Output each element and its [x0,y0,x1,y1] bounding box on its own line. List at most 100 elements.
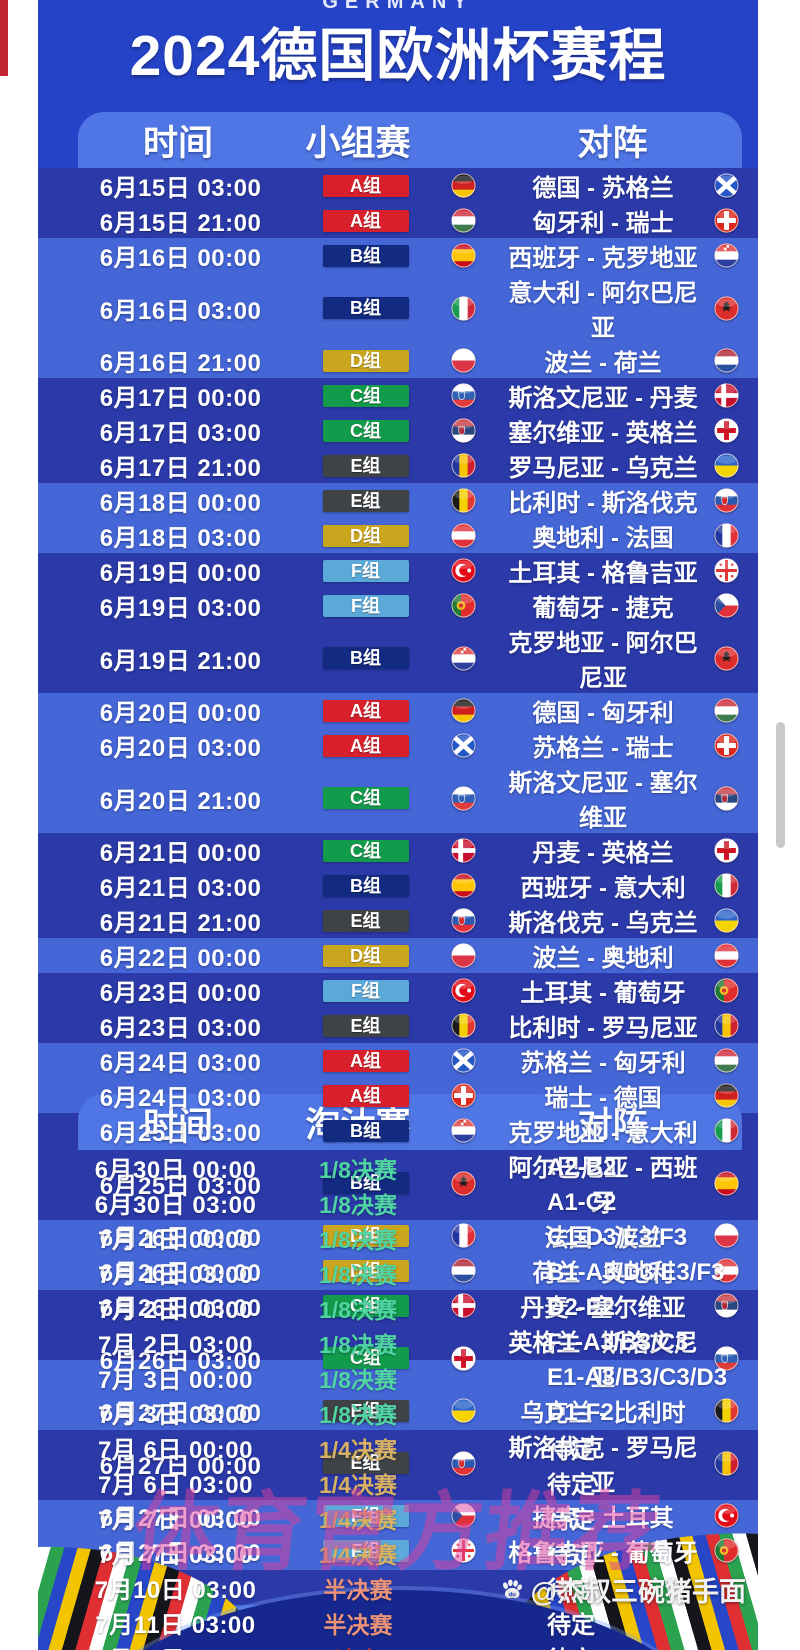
match-datetime: 6月27日 03:00 [99,1505,262,1532]
away-team-flag-icon [698,488,754,513]
group-badge: B组 [322,297,409,319]
group-badge: B组 [322,1119,409,1142]
group-badge: C组 [322,839,409,862]
knockout-match-row: 7月 7日 03:00 1/4决赛 待定 [38,1535,758,1570]
group-badge: E组 [322,454,409,477]
away-team-flag-icon [698,523,754,548]
group-badge: C组 [322,1347,409,1369]
match-datetime: 6月21日 03:00 [99,875,262,902]
home-team-flag-icon [418,1503,508,1528]
group-badge: C组 [322,419,409,442]
away-team-flag-icon [698,978,754,1003]
home-team-flag-icon [418,645,508,671]
baidu-paw-icon: du [499,1577,525,1603]
matchup-code: F1-A3/B3/C3 [547,1328,689,1356]
home-team-flag-icon [418,698,508,723]
match-datetime: 6月26日 03:00 [99,1295,262,1322]
away-team-flag-icon [698,593,754,618]
matchup-label: 荷兰 - 奥地利 [532,1260,674,1287]
group-badge: A组 [322,1049,409,1072]
away-team-flag-icon [698,418,754,443]
group-match-row: 6月19日 21:00 B组 克罗地亚 - 阿尔巴尼亚 [38,623,758,693]
group-badge: F组 [322,594,409,617]
matchup-label: 土耳其 - 葡萄牙 [520,980,686,1007]
knockout-match-row: 7月 3日 03:00 1/8决赛 D1-F2 [38,1395,758,1430]
scrollbar-thumb[interactable] [776,722,785,848]
group-badge: E组 [322,909,409,932]
away-team-flag-icon [698,1013,754,1038]
col-header-matchup: 对阵 [577,1105,648,1145]
group-match-row: 6月24日 03:00 A组 苏格兰 - 匈牙利 [38,1043,758,1078]
svg-text:du: du [508,1592,516,1598]
stage-label: 1/8决赛 [319,1366,397,1393]
stage-label: 1/4决赛 [319,1506,397,1533]
group-match-row: 6月18日 03:00 D组 奥地利 - 法国 [38,518,758,553]
home-team-flag-icon [418,1450,508,1476]
match-datetime: 7月 1日 00:00 [98,1227,253,1254]
matchup-code: B1-A3/D3/E3/F3 [547,1258,725,1286]
match-datetime: 7月15日 03:00 [48,1640,303,1650]
matchup-code: 待定 [547,1542,595,1569]
group-match-row: 6月16日 00:00 B组 西班牙 - 克罗地亚 [38,238,758,273]
matchup-label: 克罗地亚 - 阿尔巴尼亚 [508,630,698,692]
home-team-flag-icon [418,873,508,898]
matchup-code: C1-D3/E3/F3 [547,1223,688,1251]
home-team-flag-icon [418,418,508,443]
group-match-row: 6月19日 00:00 F组 土耳其 - 格鲁吉亚 [38,553,758,588]
col-header-group: 小组赛 [305,123,411,163]
matchup-label: 克罗地亚 - 意大利 [508,1120,698,1147]
match-datetime: 6月27日 00:00 [99,1400,262,1427]
match-datetime: 6月17日 00:00 [99,385,262,412]
knockout-match-row: 7月10日 03:00 半决赛 待定 [38,1570,758,1605]
match-datetime: 7月10日 03:00 [94,1577,257,1604]
home-team-flag-icon [418,733,508,758]
group-badge: D组 [322,1259,409,1282]
away-team-flag-icon [698,453,754,478]
col-header-time: 时间 [142,1105,213,1145]
away-team-flag-icon [698,733,754,758]
knockout-match-list: 6月30日 00:00 1/8决赛 A2-B2 6月30日 03:00 1/8决赛 A1-… [38,1150,758,1650]
stage-label: 1/4决赛 [319,1471,397,1498]
home-team-flag-icon [418,908,508,933]
match-datetime: 6月18日 00:00 [99,490,262,517]
stage-label: 半决赛 [323,1611,393,1638]
matchup-code: D1-F2 [547,1398,614,1426]
away-team-flag-icon [698,873,754,898]
watermark-text: 体育官方推荐 [128,1485,667,1581]
country-label: GERMANY [322,0,474,13]
group-badge: D组 [322,524,409,547]
stage-label: 1/8决赛 [319,1156,397,1183]
matchup-label: 丹麦 - 英格兰 [532,840,674,867]
knockout-match-row: 7月 1日 03:00 1/8决赛 B1-A3/D3/E3/F3 [38,1255,758,1290]
group-match-row: 6月23日 00:00 F组 土耳其 - 葡萄牙 [38,973,758,1008]
away-team-flag-icon [698,1083,754,1108]
knockout-table-header: 时间 淘汰赛 对阵 [78,1094,742,1150]
away-team-flag-icon [698,1170,754,1196]
match-datetime: 6月20日 21:00 [99,787,262,815]
match-datetime: 7月 6日 03:00 [98,1472,253,1499]
group-match-row: 6月17日 03:00 C组 塞尔维亚 - 英格兰 [38,413,758,448]
schedule-poster: GERMANY 2024德国欧洲杯赛程 时间 小组赛 对阵 6月15日 03:0… [38,0,758,1650]
away-team-flag-icon [698,558,754,583]
away-team-flag-icon [698,1345,754,1371]
group-badge: F组 [322,1539,409,1562]
group-match-row: 6月16日 03:00 B组 意大利 - 阿尔巴尼亚 [38,273,758,343]
home-team-flag-icon [418,453,508,478]
knockout-match-row: 7月 3日 00:00 1/8决赛 E1-A3/B3/C3/D3 [38,1360,758,1395]
group-badge: F组 [322,559,409,582]
match-datetime: 7月 1日 03:00 [98,1262,253,1289]
match-datetime: 6月17日 03:00 [99,420,262,447]
match-datetime: 6月30日 03:00 [94,1192,257,1219]
group-badge: E组 [322,1399,409,1422]
home-team-flag-icon [418,1223,508,1248]
home-team-flag-icon [418,558,508,583]
matchup-label: 西班牙 - 意大利 [520,875,686,902]
match-datetime: 6月23日 03:00 [99,1015,262,1042]
away-team-flag-icon [698,173,754,198]
home-team-flag-icon [418,295,508,321]
matchup-code: D2-E2 [547,1293,616,1321]
home-team-flag-icon [418,785,508,811]
author-credit: du @杰叔三碗猪手面 [499,1570,746,1609]
group-badge: A组 [322,174,409,197]
matchup-label: 德国 - 匈牙利 [532,700,674,727]
